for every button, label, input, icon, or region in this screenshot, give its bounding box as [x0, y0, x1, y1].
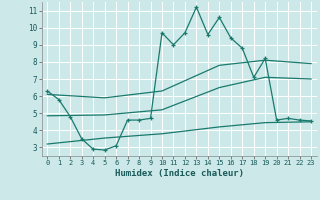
X-axis label: Humidex (Indice chaleur): Humidex (Indice chaleur) [115, 169, 244, 178]
